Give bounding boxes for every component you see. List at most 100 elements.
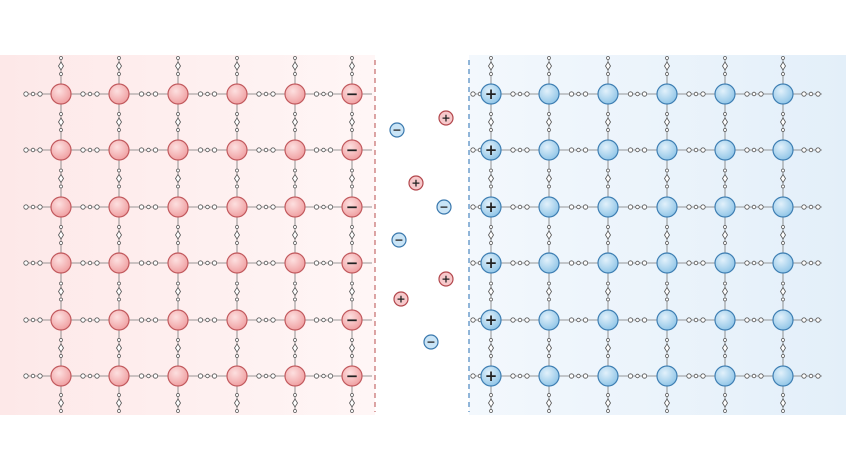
bond-bead [546, 61, 552, 71]
bond-bead [751, 373, 757, 379]
bond-bead [350, 128, 354, 132]
bond-bead [524, 147, 530, 153]
bond-bead [350, 168, 354, 173]
bond-bead [197, 317, 204, 323]
bond-bead [58, 173, 64, 184]
atom [656, 196, 678, 218]
bond-bead [58, 286, 64, 297]
atom [772, 139, 794, 161]
bond-bead [489, 72, 493, 76]
atom [226, 83, 248, 105]
bond-bead [176, 409, 180, 413]
bond-bead [59, 354, 63, 358]
bond-bead [59, 297, 63, 302]
bond-bead [489, 297, 493, 302]
bond-bead [327, 91, 334, 97]
atom [538, 252, 560, 274]
atom [284, 83, 306, 105]
bond-bead [781, 56, 785, 60]
atom [226, 252, 248, 274]
atom [480, 309, 502, 331]
bond-bead [758, 373, 764, 379]
atom [226, 309, 248, 331]
atom [226, 365, 248, 387]
bond-bead [234, 343, 240, 353]
bond-bead [546, 117, 552, 127]
bond-bead [723, 281, 727, 286]
bond-bead [256, 260, 262, 266]
bond-bead [606, 297, 610, 302]
bond-bead [723, 184, 727, 189]
bond-bead [350, 409, 354, 413]
bond-bead [723, 112, 727, 116]
bond-bead [605, 61, 611, 71]
bond-bead [722, 117, 728, 127]
bond-bead [205, 204, 210, 210]
bond-bead [59, 72, 63, 76]
atom [480, 139, 502, 161]
bond-bead [175, 173, 181, 184]
bond-bead [470, 317, 476, 323]
bond-bead [350, 56, 354, 60]
bond-bead [30, 204, 36, 210]
bond-bead [138, 317, 145, 323]
bond-bead [235, 225, 239, 229]
bond-bead [781, 409, 785, 413]
bond-bead [263, 317, 269, 323]
bond-bead [350, 225, 354, 229]
bond-bead [293, 225, 297, 229]
free-ion [423, 334, 439, 350]
bond-bead [606, 241, 610, 245]
bond-bead [117, 393, 121, 397]
bond-bead [117, 72, 121, 76]
bond-bead [293, 281, 297, 286]
atom [480, 252, 502, 274]
bond-bead [327, 204, 334, 210]
atom [341, 83, 363, 105]
bond-bead [117, 168, 121, 173]
atom [226, 139, 248, 161]
atom [714, 83, 736, 105]
bond-bead [700, 147, 706, 153]
bond-bead [30, 147, 36, 153]
bond-bead [58, 398, 64, 408]
bond-bead [293, 112, 297, 116]
bond-bead [635, 260, 640, 266]
bond-bead [211, 204, 218, 210]
bond-bead [547, 354, 551, 358]
free-ion [438, 110, 454, 126]
bond-bead [327, 147, 334, 153]
bond-bead [808, 260, 814, 266]
bond-bead [59, 184, 63, 189]
bond-bead [665, 338, 669, 342]
bond-bead [205, 317, 210, 323]
bond-bead [59, 112, 63, 116]
bond-bead [641, 91, 648, 97]
bond-bead [117, 338, 121, 342]
atom [714, 196, 736, 218]
atom [714, 365, 736, 387]
bond-bead [205, 373, 210, 379]
bond-bead [723, 338, 727, 342]
bond-bead [37, 373, 43, 379]
n-region [469, 55, 846, 415]
bond-bead [152, 260, 159, 266]
free-ion-sign: + [441, 112, 450, 125]
p-region [0, 55, 375, 415]
bond-bead [80, 260, 86, 266]
bond-bead [116, 343, 122, 353]
bond-bead [524, 204, 530, 210]
bond-bead [235, 72, 239, 76]
bond-bead [665, 281, 669, 286]
bond-bead [87, 147, 93, 153]
bond-bead [627, 91, 634, 97]
bond-bead [665, 56, 669, 60]
bond-bead [808, 147, 814, 153]
bond-bead [606, 184, 610, 189]
bond-bead [781, 225, 785, 229]
bond-bead [30, 317, 36, 323]
bond-bead [489, 128, 493, 132]
bond-bead [665, 354, 669, 358]
bond-bead [235, 128, 239, 132]
bond-bead [665, 297, 669, 302]
